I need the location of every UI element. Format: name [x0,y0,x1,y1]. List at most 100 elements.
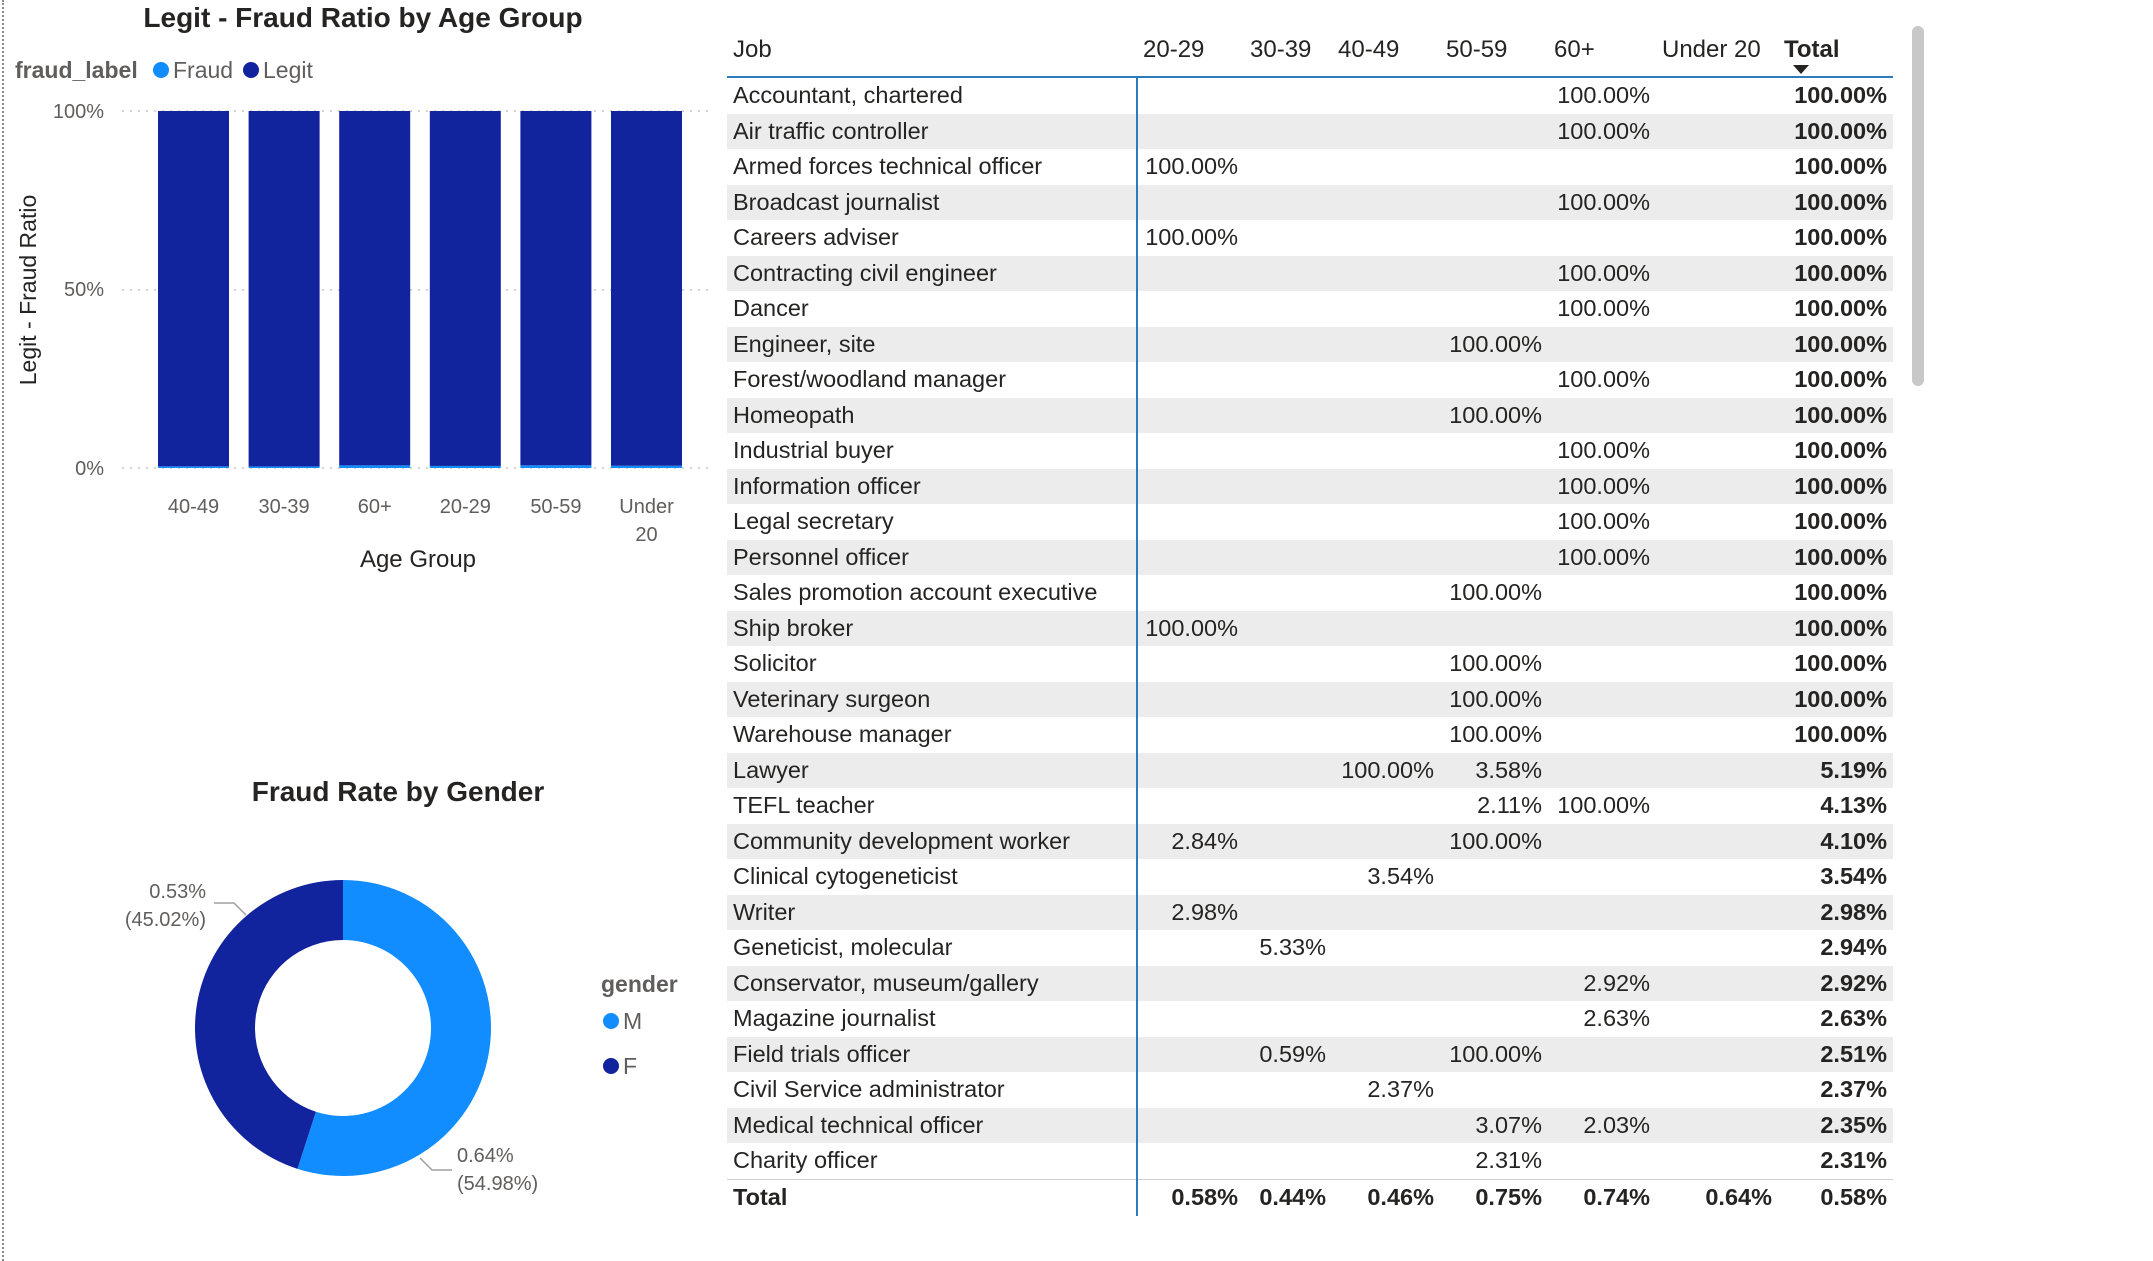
matrix-cell[interactable]: 100.00% [1548,184,1656,220]
matrix-cell[interactable] [1137,184,1244,220]
total-row-cell[interactable]: 0.46% [1332,1178,1440,1216]
bar-legit-20-29[interactable] [429,111,501,466]
matrix-cell[interactable] [1332,646,1440,682]
matrix-cell[interactable] [1244,717,1332,753]
matrix-cell[interactable]: 100.00% [1449,650,1542,677]
matrix-cell[interactable] [1137,255,1244,291]
matrix-cell[interactable] [1137,1072,1244,1108]
matrix-cell[interactable] [1244,575,1332,611]
row-total-cell[interactable]: 100.00% [1794,508,1887,535]
matrix-cell[interactable]: 3.58% [1440,752,1548,788]
table-row[interactable]: Personnel officer 100.00% 100.00% [727,539,1893,575]
table-row[interactable]: Forest/woodland manager 100.00% 100.00% [727,362,1893,398]
matrix-cell[interactable] [1332,113,1440,149]
row-header-job[interactable]: Careers adviser [727,220,1138,256]
matrix-cell[interactable]: 100.00% [1557,508,1650,535]
matrix-cell[interactable]: 100.00% [1145,153,1238,180]
matrix-cell[interactable] [1137,575,1244,611]
matrix-cell[interactable] [1548,220,1656,256]
matrix-cell[interactable] [1548,646,1656,682]
matrix-cell[interactable] [1332,1001,1440,1037]
matrix-cell[interactable] [1137,646,1244,682]
matrix-cell[interactable] [1548,1036,1656,1072]
matrix-cell[interactable]: 100.00% [1440,326,1548,362]
matrix-cell[interactable]: 2.03% [1548,1107,1656,1143]
donut-slice-f[interactable] [194,880,343,1169]
matrix-cell[interactable] [1656,1072,1778,1108]
row-header-job[interactable]: Forest/woodland manager [727,362,1138,398]
table-row[interactable]: Homeopath 100.00% 100.00% [727,397,1893,433]
matrix-cell[interactable] [1137,788,1244,824]
row-total-cell[interactable]: 100.00% [1794,650,1887,677]
matrix-cell[interactable] [1656,930,1778,966]
matrix-cell[interactable] [1244,291,1332,327]
matrix-cell[interactable] [1332,575,1440,611]
matrix-cell[interactable] [1332,433,1440,469]
matrix-cell[interactable] [1332,362,1440,398]
row-header-job[interactable]: Civil Service administrator [727,1072,1138,1108]
bar-legit-50-59[interactable] [520,111,592,466]
matrix-cell[interactable] [1548,1143,1656,1179]
table-row[interactable]: Sales promotion account executive 100.00%… [727,575,1893,611]
total-row-cell[interactable]: 0.64% [1656,1178,1778,1216]
column-header-total[interactable]: Total [1778,24,1893,78]
row-total-cell[interactable]: 100.00% [1778,610,1893,646]
matrix-cell[interactable] [1548,610,1656,646]
matrix-cell[interactable]: 100.00% [1557,82,1650,109]
matrix-cell[interactable] [1656,326,1778,362]
matrix-cell[interactable] [1137,539,1244,575]
matrix-cell[interactable] [1137,1107,1244,1143]
table-row[interactable]: Broadcast journalist 100.00% 100.00% [727,184,1893,220]
matrix-cell[interactable]: 100.00% [1137,610,1244,646]
table-row[interactable]: Engineer, site 100.00% 100.00% [727,326,1893,362]
column-header-30-39[interactable]: 30-39 [1244,24,1332,78]
table-row[interactable]: Charity officer 2.31% 2.31% [727,1143,1893,1179]
row-total-cell[interactable]: 2.35% [1778,1107,1893,1143]
matrix-cell[interactable] [1440,539,1548,575]
matrix-cell[interactable] [1332,610,1440,646]
matrix-cell[interactable]: 100.00% [1557,366,1650,393]
matrix-cell[interactable]: 100.00% [1440,681,1548,717]
matrix-cell[interactable] [1332,468,1440,504]
matrix-cell[interactable] [1244,1001,1332,1037]
row-total-cell[interactable]: 100.00% [1778,397,1893,433]
matrix-cell[interactable] [1244,77,1332,114]
matrix-cell[interactable] [1656,788,1778,824]
column-header-40-49[interactable]: 40-49 [1332,24,1440,78]
table-row[interactable]: Contracting civil engineer 100.00% 100.00% [727,255,1893,291]
matrix-cell[interactable] [1137,681,1244,717]
matrix-cell[interactable] [1548,717,1656,753]
matrix-cell[interactable]: 0.59% [1244,1036,1332,1072]
table-row[interactable]: Field trials officer 0.59% 100.00% 2.51% [727,1036,1893,1072]
matrix-cell[interactable] [1440,113,1548,149]
table-row[interactable]: Careers adviser 100.00% 100.00% [727,220,1893,256]
total-row-cell[interactable]: 0.74% [1548,1178,1656,1216]
matrix-cell[interactable] [1548,397,1656,433]
matrix-cell[interactable] [1548,823,1656,859]
matrix-cell[interactable] [1137,717,1244,753]
row-header-job[interactable]: Writer [727,894,1138,930]
matrix-cell[interactable] [1656,255,1778,291]
row-total-cell[interactable]: 2.94% [1820,934,1887,961]
matrix-cell[interactable] [1332,77,1440,114]
matrix-cell[interactable] [1656,397,1778,433]
bar-legit-40-49[interactable] [158,111,229,467]
row-header-job[interactable]: Personnel officer [727,539,1138,575]
row-total-cell[interactable]: 2.37% [1820,1076,1887,1103]
bar-fraud-20-29[interactable] [429,465,501,468]
legend-item-fraud[interactable]: Fraud [153,57,233,83]
table-row[interactable]: Lawyer 100.00% 3.58% 5.19% [727,752,1893,788]
fraud-ratio-bar-chart[interactable]: Legit - Fraud Ratio by Age Group fraud_l… [0,0,720,600]
row-header-job[interactable]: Magazine journalist [727,1001,1138,1037]
matrix-cell[interactable] [1244,823,1332,859]
table-row[interactable]: Medical technical officer 3.07% 2.03% 2.35% [727,1107,1893,1143]
matrix-cell[interactable] [1244,1107,1332,1143]
fraud-rate-donut-chart[interactable]: Fraud Rate by Gender 0.53% (45.02%) 0.64… [0,760,720,1220]
row-header-job[interactable]: Conservator, museum/gallery [727,965,1138,1001]
table-row[interactable]: Community development worker 2.84% 100.00%… [727,823,1893,859]
matrix-cell[interactable] [1656,362,1778,398]
matrix-cell[interactable] [1440,859,1548,895]
matrix-cell[interactable]: 100.00% [1548,468,1656,504]
column-header-job[interactable]: Job [727,24,1137,78]
matrix-cell[interactable] [1440,77,1548,114]
